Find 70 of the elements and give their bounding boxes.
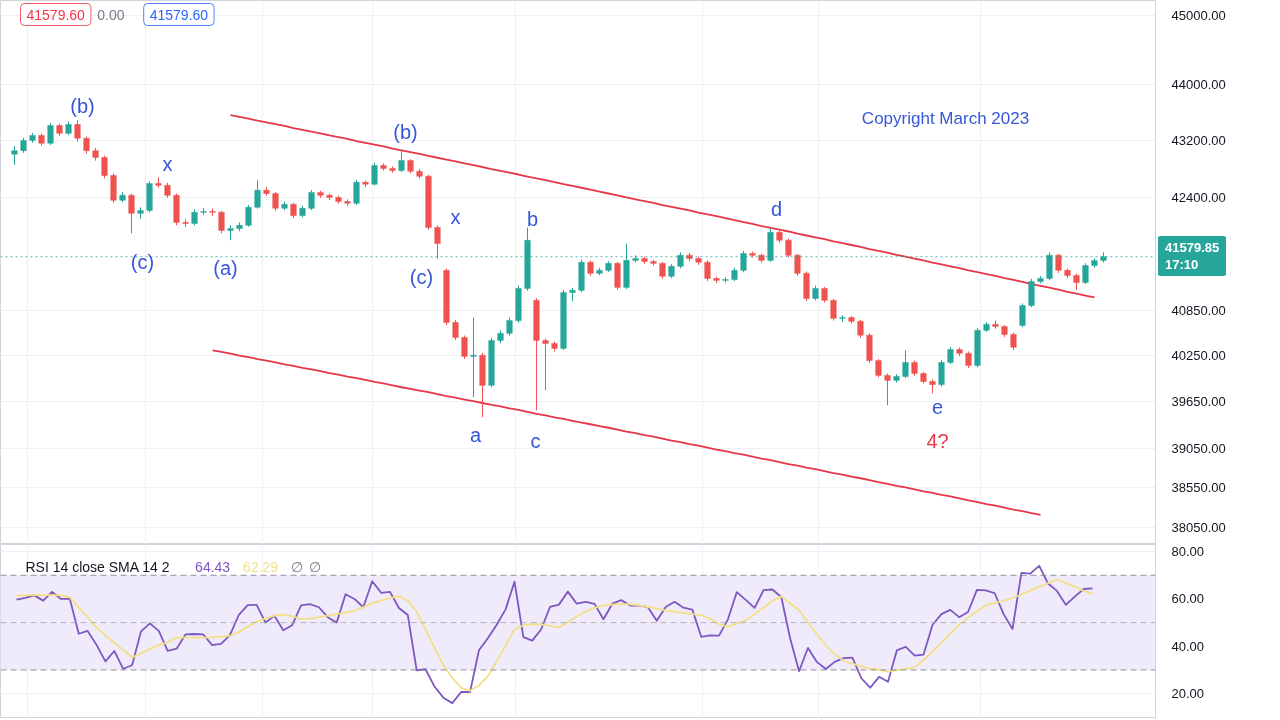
y-tick-label: 42400.00 [1171, 189, 1226, 205]
y-tick-label: 40250.00 [1171, 348, 1226, 364]
y-tick-label: 39650.00 [1171, 394, 1226, 410]
candlestick [857, 319, 864, 339]
annotation: 0.00 [97, 6, 125, 23]
candlestick [542, 338, 549, 391]
annotation: (a) [213, 256, 238, 279]
annotation: 4? [926, 429, 949, 452]
candlestick [452, 319, 459, 341]
annotation: d [770, 197, 783, 220]
candlestick [704, 259, 711, 282]
candlestick [101, 155, 108, 179]
candlestick [434, 224, 441, 260]
line-series [211, 349, 1042, 516]
annotation: 62.29 [243, 558, 279, 575]
annotation: a [469, 423, 482, 446]
candlestick [371, 162, 378, 187]
candlestick [254, 179, 261, 210]
candlestick [785, 237, 792, 258]
candlestick [245, 204, 252, 228]
annotation: ∅ [291, 558, 304, 575]
y-tick-label: 44000.00 [1171, 76, 1226, 92]
candlestick [1082, 262, 1089, 285]
candlestick [794, 253, 801, 277]
annotation: x [162, 152, 173, 175]
annotation: c [530, 429, 541, 452]
candlestick [353, 179, 360, 206]
candlestick [506, 317, 513, 337]
candlestick [938, 359, 945, 387]
y-tick-label: 80.00 [1171, 544, 1205, 560]
candlestick [398, 149, 405, 173]
annotation: (b) [393, 120, 418, 143]
candlestick [218, 210, 225, 234]
annotation: 41579.60 [149, 6, 209, 23]
annotation: b [526, 207, 539, 230]
y-tick-label: 38550.00 [1171, 480, 1226, 496]
candlestick [884, 372, 891, 406]
annotation: x [450, 205, 461, 228]
annotation: Copyright March 2023 [861, 109, 1030, 128]
candlestick [308, 189, 315, 211]
annotation: (c) [409, 265, 434, 288]
candlestick [830, 298, 837, 322]
candlestick [1019, 302, 1026, 328]
candlestick [461, 335, 468, 360]
candlestick [470, 317, 477, 398]
annotation: 41579.60 [26, 6, 86, 23]
y-tick-label: 60.00 [1171, 591, 1205, 607]
y-tick-label: 43200.00 [1171, 132, 1226, 148]
y-tick-label: 45000.00 [1171, 7, 1226, 23]
text: RSI 14 close SMA 14 2 [25, 558, 170, 575]
candlestick [74, 119, 81, 142]
annotation: (b) [70, 94, 95, 117]
candlestick [875, 358, 882, 378]
candlestick [272, 191, 279, 212]
y-tick-label: 38050.00 [1171, 520, 1226, 536]
ref-line-label: 41579.85 17:10 [1158, 236, 1227, 276]
y-tick-label: 39050.00 [1171, 440, 1226, 456]
y-tick-label: 40850.00 [1171, 303, 1226, 319]
candlestick [1055, 253, 1062, 274]
candlestick [47, 122, 54, 146]
y-tick-label: 40.00 [1171, 638, 1205, 654]
annotation: (c) [130, 250, 155, 273]
candlestick [11, 145, 18, 166]
annotation: ∅ [308, 558, 321, 575]
annotation: e [931, 395, 944, 418]
candlestick [128, 193, 135, 234]
annotation: 64.43 [195, 558, 231, 575]
candlestick [902, 349, 909, 379]
line-series [15, 578, 1094, 692]
y-tick-label: 20.00 [1171, 686, 1205, 702]
